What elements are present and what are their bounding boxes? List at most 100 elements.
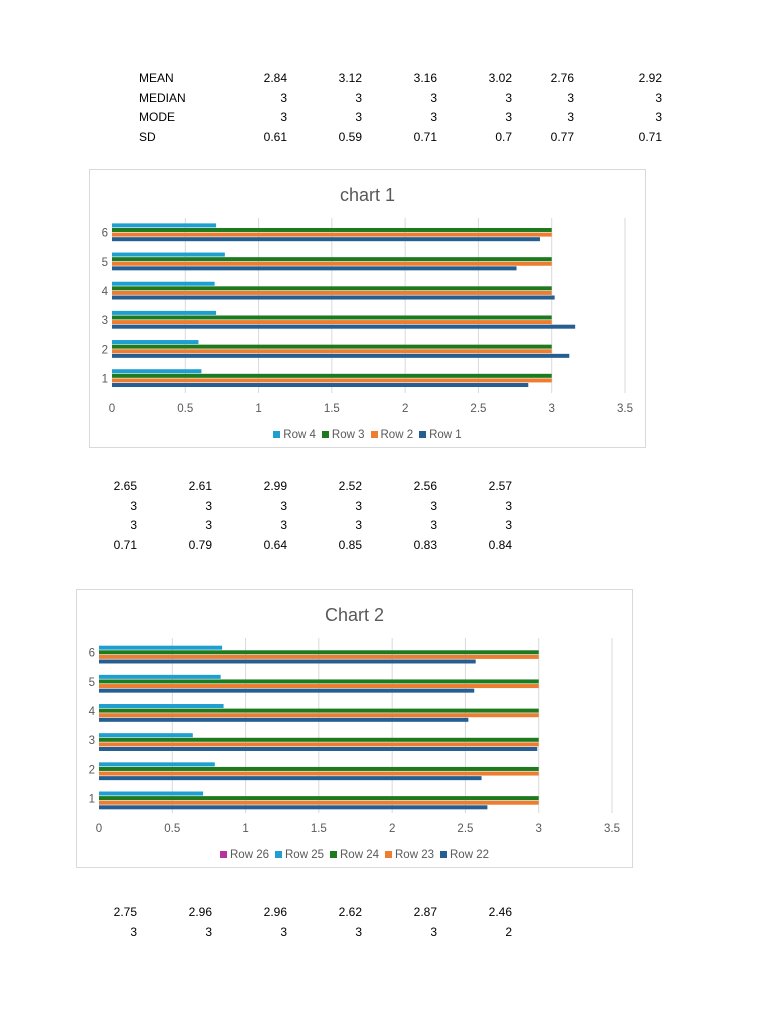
legend-swatch bbox=[275, 851, 282, 858]
table-cell: 2.92 bbox=[638, 71, 662, 85]
legend-swatch bbox=[273, 431, 281, 438]
y-tick-label: 3 bbox=[102, 315, 108, 327]
bar bbox=[112, 290, 552, 295]
table-cell: 0.71 bbox=[113, 537, 137, 552]
y-tick-label: 4 bbox=[102, 286, 109, 298]
legend-label: Row 23 bbox=[395, 849, 434, 861]
bar bbox=[99, 650, 539, 655]
chart-2[interactable]: Chart 2 0 0.5 1 1.5 2 2.5 3 3.5 1 2 3 4 5 6 Row 26 Row… bbox=[76, 589, 633, 868]
legend-item: Row 25 bbox=[275, 849, 324, 861]
bar bbox=[112, 369, 202, 374]
table-cell: 3 bbox=[430, 924, 437, 939]
y-tick-label: 3 bbox=[89, 735, 95, 747]
table-row: 3 3 3 3 3 2 bbox=[100, 925, 520, 945]
legend-item: Row 24 bbox=[330, 849, 379, 861]
y-tick-label: 1 bbox=[102, 373, 108, 385]
x-tick-label: 1.5 bbox=[324, 403, 340, 415]
bar bbox=[99, 717, 469, 722]
bar bbox=[99, 679, 539, 684]
legend-swatch bbox=[440, 851, 447, 858]
bar bbox=[112, 349, 552, 354]
table-cell: 0.71 bbox=[638, 129, 662, 144]
bar bbox=[112, 286, 552, 291]
table-cell: 3 bbox=[505, 90, 512, 105]
legend-label: Row 24 bbox=[340, 849, 379, 861]
table-row: MODE 3 3 3 3 3 3 bbox=[139, 110, 669, 130]
legend-swatch bbox=[385, 851, 392, 858]
table-cell: 0.83 bbox=[413, 537, 437, 552]
table-cell: 3 bbox=[205, 924, 212, 939]
bar bbox=[99, 762, 215, 767]
bar bbox=[99, 704, 224, 709]
table-cell: 3 bbox=[567, 90, 574, 105]
x-tick-label: 3.5 bbox=[604, 823, 620, 835]
table-cell: 3 bbox=[355, 924, 362, 939]
table-cell: 2.87 bbox=[413, 905, 437, 919]
legend-swatch bbox=[321, 431, 329, 438]
table-cell: 0.77 bbox=[550, 129, 574, 144]
bar bbox=[112, 373, 552, 378]
bar bbox=[112, 310, 217, 315]
table-cell: 2.56 bbox=[413, 479, 437, 493]
bar bbox=[99, 688, 475, 693]
table-cell: 2.52 bbox=[338, 479, 362, 493]
legend-swatch bbox=[419, 431, 427, 438]
legend-label: Row 26 bbox=[230, 849, 269, 861]
table-cell: 2.61 bbox=[188, 479, 212, 493]
table-cell: 0.59 bbox=[338, 129, 362, 144]
table-cell: 3 bbox=[355, 498, 362, 513]
table-row: 3 3 3 3 3 3 bbox=[100, 518, 520, 538]
legend-label: Row 22 bbox=[450, 849, 489, 861]
table-cell: 3 bbox=[130, 924, 137, 939]
bar bbox=[99, 746, 538, 751]
table-cell: 2.96 bbox=[263, 905, 287, 919]
bar bbox=[112, 252, 225, 257]
bar bbox=[112, 261, 552, 266]
table-row: 3 3 3 3 3 3 bbox=[100, 499, 520, 519]
x-tick-label: 2.5 bbox=[470, 403, 486, 415]
table-cell: 3.02 bbox=[488, 71, 512, 85]
y-tick-label: 1 bbox=[89, 793, 95, 805]
x-tick-label: 1.5 bbox=[311, 823, 327, 835]
chart-1[interactable]: chart 1 0 0.5 1 1.5 2 2.5 3 3.5 1 2 3 4 5 6 Row 4 Row … bbox=[89, 169, 646, 448]
bar bbox=[99, 800, 539, 805]
y-tick-label: 2 bbox=[102, 344, 108, 356]
bar bbox=[112, 237, 540, 242]
stats-table-1: MEAN 2.84 3.12 3.16 3.02 2.76 2.92 MEDIAN 3 3 3 3 3 3… bbox=[139, 71, 669, 149]
table-row: 2.75 2.96 2.96 2.62 2.87 2.46 bbox=[100, 905, 520, 925]
table-cell: 3 bbox=[430, 518, 437, 532]
bar bbox=[99, 742, 539, 747]
chart-1-title: chart 1 bbox=[339, 185, 396, 205]
legend-swatch bbox=[330, 851, 337, 858]
y-tick-label: 6 bbox=[102, 228, 108, 240]
y-tick-label: 5 bbox=[102, 257, 108, 269]
y-tick-label: 5 bbox=[89, 677, 95, 689]
bar bbox=[99, 708, 539, 713]
table-cell: 2.57 bbox=[488, 479, 512, 493]
bar bbox=[112, 281, 215, 286]
legend-label: Row 3 bbox=[331, 429, 365, 441]
bar bbox=[112, 378, 552, 383]
table-cell: 2.46 bbox=[488, 905, 512, 919]
table-cell: 2.96 bbox=[188, 905, 212, 919]
table-cell: 0.61 bbox=[263, 129, 287, 144]
x-tick-label: 1 bbox=[255, 403, 261, 415]
bar bbox=[112, 232, 552, 237]
table-cell: 3.12 bbox=[338, 71, 362, 85]
bar bbox=[112, 340, 199, 345]
bar bbox=[112, 320, 552, 325]
legend-item: Row 23 bbox=[385, 849, 434, 861]
bar bbox=[99, 776, 482, 781]
bar bbox=[99, 684, 539, 689]
bar bbox=[99, 796, 539, 801]
table-cell: 0.64 bbox=[263, 537, 287, 552]
bar bbox=[112, 383, 529, 388]
table-cell: 3 bbox=[505, 518, 512, 532]
x-tick-label: 2 bbox=[389, 823, 395, 835]
legend-item: Row 3 bbox=[321, 429, 365, 441]
table-cell: 3.16 bbox=[413, 71, 437, 85]
chart-2-plot: 0 0.5 1 1.5 2 2.5 3 3.5 1 2 3 4 5 6 bbox=[89, 638, 620, 835]
chart-1-legend: Row 4 Row 3 Row 2 Row 1 bbox=[90, 429, 645, 441]
x-tick-label: 3 bbox=[536, 823, 542, 835]
table-row: MEAN 2.84 3.12 3.16 3.02 2.76 2.92 bbox=[139, 71, 669, 91]
